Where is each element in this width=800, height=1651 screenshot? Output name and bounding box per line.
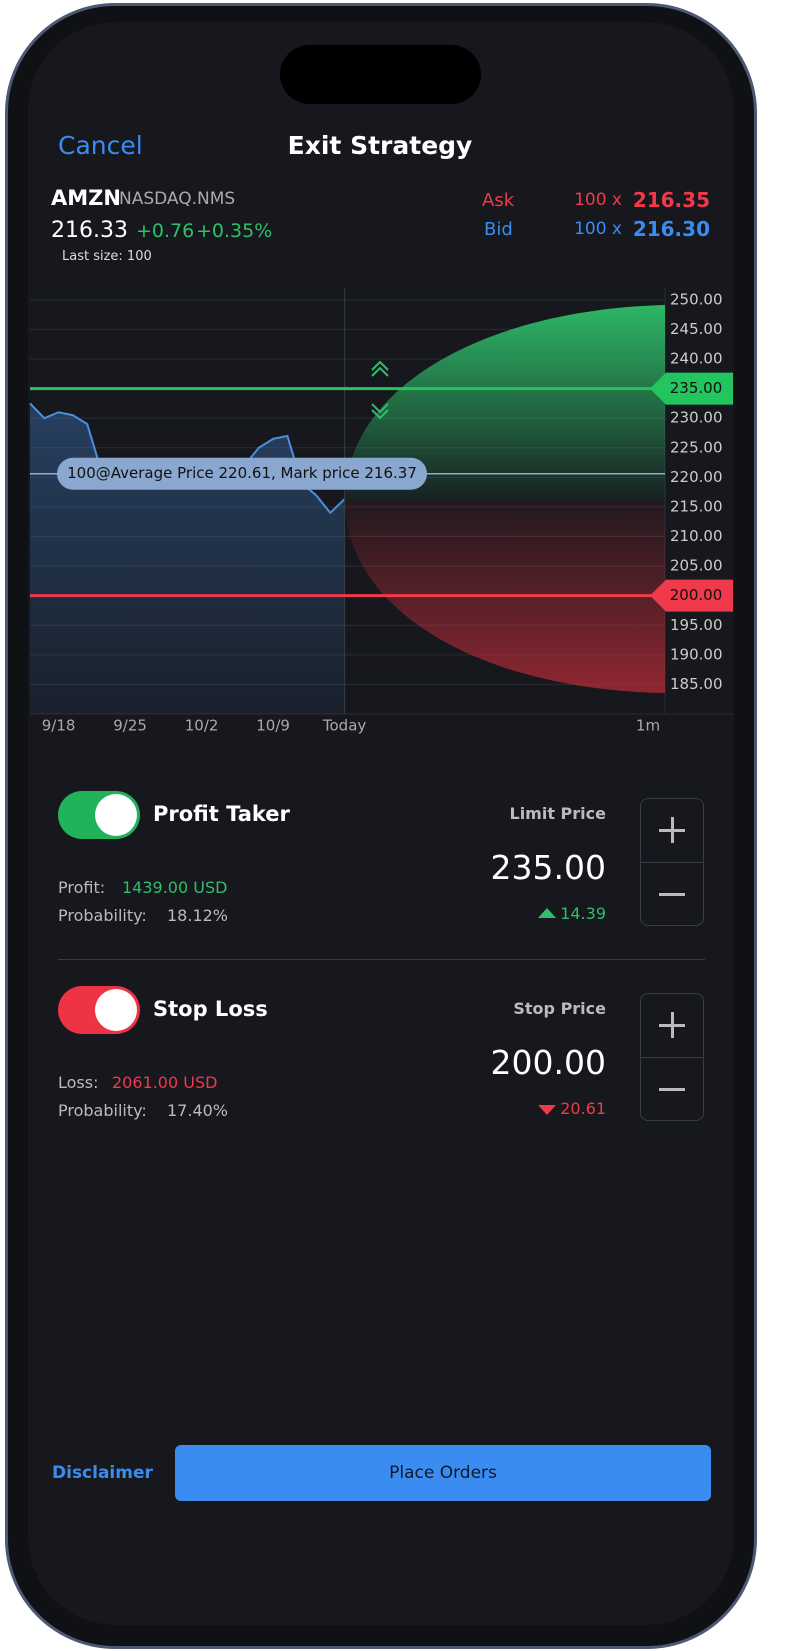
drag-up-chevron[interactable] <box>371 360 389 377</box>
price-tag-label: 235.00 <box>670 379 723 397</box>
stop-loss-toggle[interactable] <box>58 986 140 1034</box>
minus-button[interactable] <box>659 893 685 896</box>
profit-taker-label: Profit Taker <box>153 802 290 826</box>
last-price: 216.33 <box>51 218 128 243</box>
y-tick-label: 250.00 <box>670 290 723 308</box>
profit-cone <box>345 305 665 500</box>
x-tick-label: 10/2 <box>185 717 219 735</box>
x-tick-label: 10/9 <box>256 717 290 735</box>
price-area <box>30 403 345 714</box>
probability: 17.40% <box>167 1101 229 1120</box>
y-tick-label: 240.00 <box>670 350 723 368</box>
price-tag <box>650 372 733 405</box>
y-tick-label: 215.00 <box>670 497 723 515</box>
profit-taker-toggle[interactable] <box>58 791 140 839</box>
price-tag <box>650 579 733 612</box>
y-tick-label: 190.00 <box>670 645 723 663</box>
loss-label: Loss: <box>58 1073 99 1092</box>
toggle-knob <box>95 989 137 1031</box>
chart: 250.00 245.00 240.00 235.00 230.00 225.00 220.… <box>29 288 733 735</box>
toggle-knob <box>95 794 137 836</box>
ask-size: 100 x <box>574 190 622 210</box>
limit-stepper <box>640 798 704 926</box>
stop-price: 200.00 <box>490 1043 606 1082</box>
probability-label: Probability: <box>58 906 147 925</box>
profit-label: Profit: <box>58 878 106 897</box>
divider <box>641 862 703 863</box>
y-tick-label: 195.00 <box>670 616 723 634</box>
x-tick-label: 9/25 <box>113 717 147 735</box>
stop-delta: 20.61 <box>560 1099 606 1118</box>
y-tick-label: 225.00 <box>670 438 723 456</box>
y-tick-label: 205.00 <box>670 557 723 575</box>
up-triangle <box>538 908 556 918</box>
loss-amount: 2061.00 USD <box>112 1073 218 1092</box>
disclaimer-link[interactable]: Disclaimer <box>52 1463 153 1483</box>
minus-button[interactable] <box>659 1088 685 1091</box>
price-change-pct: +0.35% <box>196 220 273 242</box>
ask-label: Ask <box>482 190 515 211</box>
y-tick-label: 245.00 <box>670 320 723 338</box>
x-tick-label: 1m <box>636 717 660 735</box>
y-tick-label: 185.00 <box>670 675 723 693</box>
cancel-button[interactable]: Cancel <box>58 131 143 160</box>
y-tick-label: 230.00 <box>670 409 723 427</box>
place-orders-button[interactable]: Place Orders <box>175 1445 711 1501</box>
stop-stepper <box>640 993 704 1121</box>
symbol: AMZN <box>51 186 121 210</box>
exchange: NASDAQ.NMS <box>119 189 236 209</box>
ask-price: 216.35 <box>632 188 710 212</box>
y-tick-label: 220.00 <box>670 468 723 486</box>
drag-down-chevron[interactable] <box>371 403 389 420</box>
plus-button[interactable] <box>670 817 674 843</box>
divider <box>641 1057 703 1058</box>
x-tick-label: Today <box>322 717 367 735</box>
screen <box>28 22 734 1625</box>
profit-amount: 1439.00 USD <box>122 878 228 897</box>
limit-delta: 14.39 <box>560 904 606 923</box>
screen-title: Exit Strategy <box>287 131 473 160</box>
y-tick-label: 210.00 <box>670 527 723 545</box>
price-change: +0.76 <box>136 220 195 242</box>
limit-price: 235.00 <box>490 848 606 887</box>
dynamic-island <box>280 45 481 104</box>
probability: 18.12% <box>167 906 229 925</box>
stop-loss-label: Stop Loss <box>153 997 268 1021</box>
position-label: 100@Average Price 220.61, Mark price 216… <box>67 464 417 482</box>
position-tooltip <box>57 457 427 490</box>
price-tag-label: 200.00 <box>670 586 723 604</box>
x-tick-label: 9/18 <box>42 717 76 735</box>
last-size: Last size: 100 <box>62 249 152 264</box>
probability-label: Probability: <box>58 1101 147 1120</box>
down-triangle <box>538 1105 556 1115</box>
plus-button[interactable] <box>670 1012 674 1038</box>
bid-label: Bid <box>484 219 513 240</box>
bid-size: 100 x <box>574 219 622 239</box>
separator <box>58 959 705 960</box>
stop-price-label: Stop Price <box>513 999 606 1018</box>
place-orders-label: Place Orders <box>389 1463 497 1483</box>
bid-price: 216.30 <box>632 217 710 241</box>
limit-price-label: Limit Price <box>509 804 607 823</box>
